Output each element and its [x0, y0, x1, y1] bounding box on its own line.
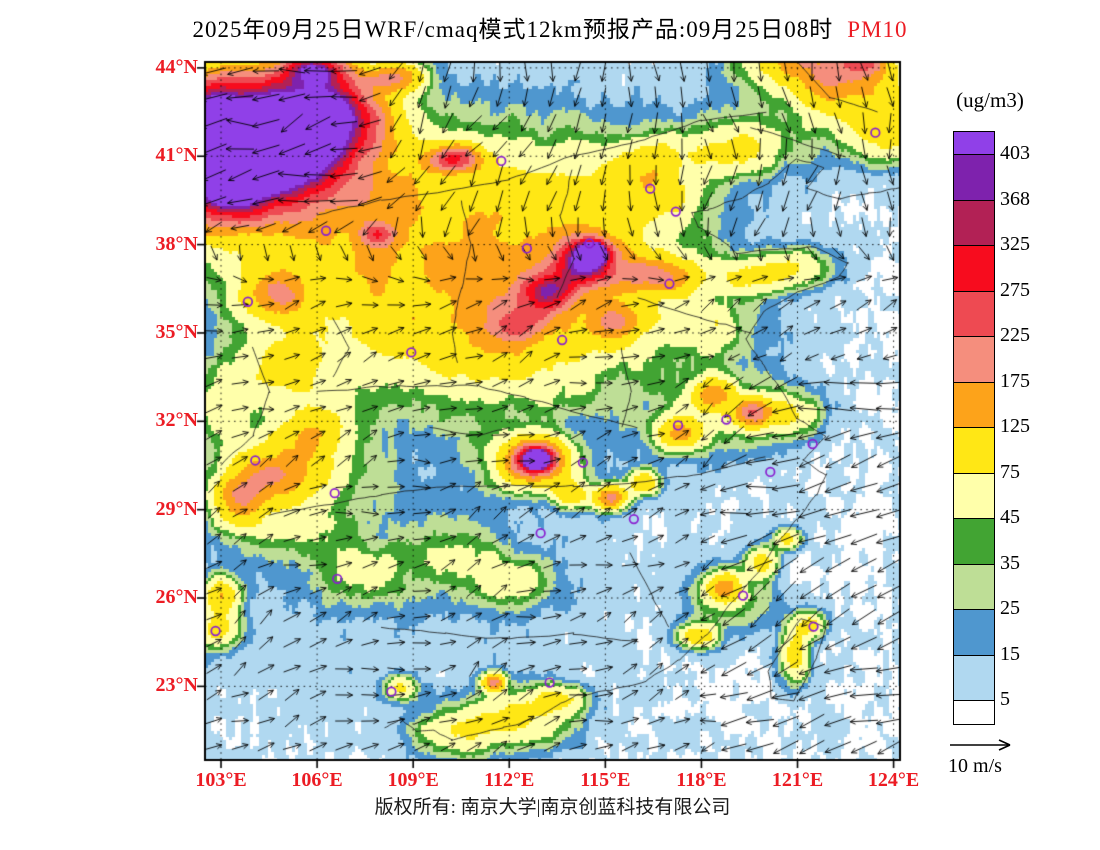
- lon-label: 106°E: [291, 769, 343, 791]
- lat-label: 41°N: [155, 144, 198, 167]
- colorbar-cell: [954, 382, 994, 428]
- colorbar-tick-label: 75: [1000, 460, 1020, 483]
- colorbar-cell: [954, 291, 994, 337]
- colorbar-tick-label: 5: [1000, 688, 1010, 710]
- colorbar-tick-label: 25: [1000, 597, 1020, 619]
- lon-label: 121°E: [771, 769, 824, 791]
- lat-label: 35°N: [155, 320, 198, 343]
- colorbar-tick-label: 325: [1000, 233, 1030, 255]
- lon-label: 124°E: [867, 769, 920, 791]
- colorbar-cell: [954, 564, 994, 610]
- lat-label: 38°N: [155, 232, 198, 255]
- forecast-map-canvas: [195, 52, 910, 777]
- title-text: 2025年09月25日WRF/cmaq模式12km预报产品:09月25日08时: [192, 17, 834, 42]
- copyright-footer: 版权所有: 南京大学|南京创蓝科技有限公司: [374, 797, 731, 818]
- colorbar-tick-label: 35: [1000, 551, 1020, 574]
- lon-label: 115°E: [580, 769, 631, 791]
- page-title: 2025年09月25日WRF/cmaq模式12km预报产品:09月25日08时 P…: [0, 10, 1100, 44]
- colorbar-unit-label: (ug/m3): [956, 88, 1024, 112]
- colorbar-cell: [954, 155, 994, 201]
- colorbar-cell: [954, 519, 994, 565]
- lat-label: 26°N: [155, 586, 198, 609]
- colorbar-cell: [954, 610, 994, 656]
- colorbar-cell: [954, 200, 994, 246]
- colorbar-tick-label: 225: [1000, 324, 1030, 346]
- colorbar-tick-label: 275: [1000, 278, 1030, 301]
- wind-scale-label: 10 m/s: [948, 755, 1002, 777]
- colorbar-cell: [954, 701, 994, 724]
- colorbar-cell: [954, 473, 994, 519]
- wind-scale-arrow-icon: [950, 739, 1011, 751]
- colorbar-tick-label: 403: [1000, 142, 1030, 164]
- colorbar-cell: [954, 132, 994, 155]
- lon-label: 112°E: [484, 769, 535, 791]
- colorbar-tick-label: 175: [1000, 369, 1030, 392]
- lon-label: 118°E: [676, 769, 727, 791]
- colorbar-cell: [954, 428, 994, 474]
- colorbar-tick-label: 45: [1000, 506, 1020, 528]
- colorbar-tick-label: 368: [1000, 187, 1030, 210]
- lat-label: 32°N: [155, 409, 198, 432]
- colorbar-tick-label: 125: [1000, 415, 1030, 437]
- lon-label: 103°E: [195, 769, 247, 791]
- colorbar-cell: [954, 246, 994, 292]
- lon-label: 109°E: [387, 769, 439, 791]
- colorbar-tick-label: 15: [1000, 642, 1020, 665]
- colorbar-cell: [954, 337, 994, 383]
- lat-label: 44°N: [155, 55, 198, 78]
- colorbar-cell: [954, 655, 994, 701]
- lat-label: 29°N: [155, 497, 198, 520]
- colorbar: [953, 131, 995, 725]
- title-pollutant: PM10: [847, 17, 908, 42]
- lat-label: 23°N: [155, 674, 198, 697]
